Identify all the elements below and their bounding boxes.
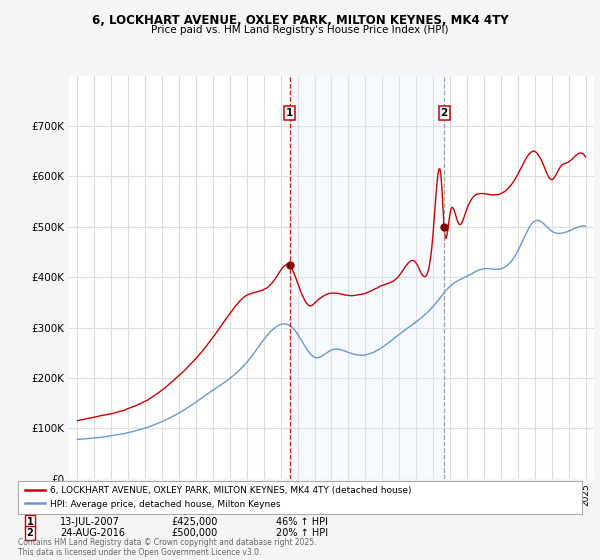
Text: Price paid vs. HM Land Registry's House Price Index (HPI): Price paid vs. HM Land Registry's House … (151, 25, 449, 35)
Text: 46% ↑ HPI: 46% ↑ HPI (276, 517, 328, 527)
Text: 6, LOCKHART AVENUE, OXLEY PARK, MILTON KEYNES, MK4 4TY: 6, LOCKHART AVENUE, OXLEY PARK, MILTON K… (92, 14, 508, 27)
Text: 1: 1 (286, 108, 293, 118)
Text: £425,000: £425,000 (171, 517, 217, 527)
Text: Contains HM Land Registry data © Crown copyright and database right 2025.
This d: Contains HM Land Registry data © Crown c… (18, 538, 317, 557)
Text: 2: 2 (26, 528, 34, 538)
Legend: 6, LOCKHART AVENUE, OXLEY PARK, MILTON KEYNES, MK4 4TY (detached house), HPI: Av: 6, LOCKHART AVENUE, OXLEY PARK, MILTON K… (22, 482, 415, 512)
Text: 13-JUL-2007: 13-JUL-2007 (60, 517, 120, 527)
Text: £500,000: £500,000 (171, 528, 217, 538)
Text: 20% ↑ HPI: 20% ↑ HPI (276, 528, 328, 538)
Text: 2: 2 (440, 108, 448, 118)
Text: 24-AUG-2016: 24-AUG-2016 (60, 528, 125, 538)
Text: 1: 1 (26, 517, 34, 527)
Bar (290, 76, 444, 479)
